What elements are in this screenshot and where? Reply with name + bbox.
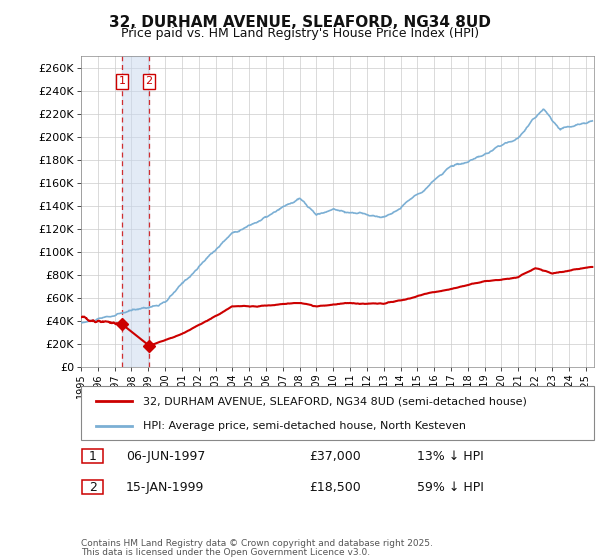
Text: 06-JUN-1997: 06-JUN-1997	[126, 450, 205, 463]
Text: Contains HM Land Registry data © Crown copyright and database right 2025.: Contains HM Land Registry data © Crown c…	[81, 539, 433, 548]
Bar	[82, 449, 103, 464]
Bar	[82, 480, 103, 494]
Text: 1: 1	[89, 450, 97, 463]
Text: 2: 2	[89, 480, 97, 494]
Text: 32, DURHAM AVENUE, SLEAFORD, NG34 8UD (semi-detached house): 32, DURHAM AVENUE, SLEAFORD, NG34 8UD (s…	[143, 396, 526, 407]
Bar	[122, 56, 149, 367]
Text: 32, DURHAM AVENUE, SLEAFORD, NG34 8UD: 32, DURHAM AVENUE, SLEAFORD, NG34 8UD	[109, 15, 491, 30]
Text: 13% ↓ HPI: 13% ↓ HPI	[417, 450, 484, 463]
Text: This data is licensed under the Open Government Licence v3.0.: This data is licensed under the Open Gov…	[81, 548, 370, 557]
Text: 2: 2	[145, 76, 152, 86]
Text: Price paid vs. HM Land Registry's House Price Index (HPI): Price paid vs. HM Land Registry's House …	[121, 27, 479, 40]
Text: £37,000: £37,000	[309, 450, 361, 463]
Text: 1: 1	[119, 76, 125, 86]
Text: 59% ↓ HPI: 59% ↓ HPI	[417, 480, 484, 494]
Text: HPI: Average price, semi-detached house, North Kesteven: HPI: Average price, semi-detached house,…	[143, 421, 466, 431]
Text: £18,500: £18,500	[309, 480, 361, 494]
Text: 15-JAN-1999: 15-JAN-1999	[126, 480, 205, 494]
